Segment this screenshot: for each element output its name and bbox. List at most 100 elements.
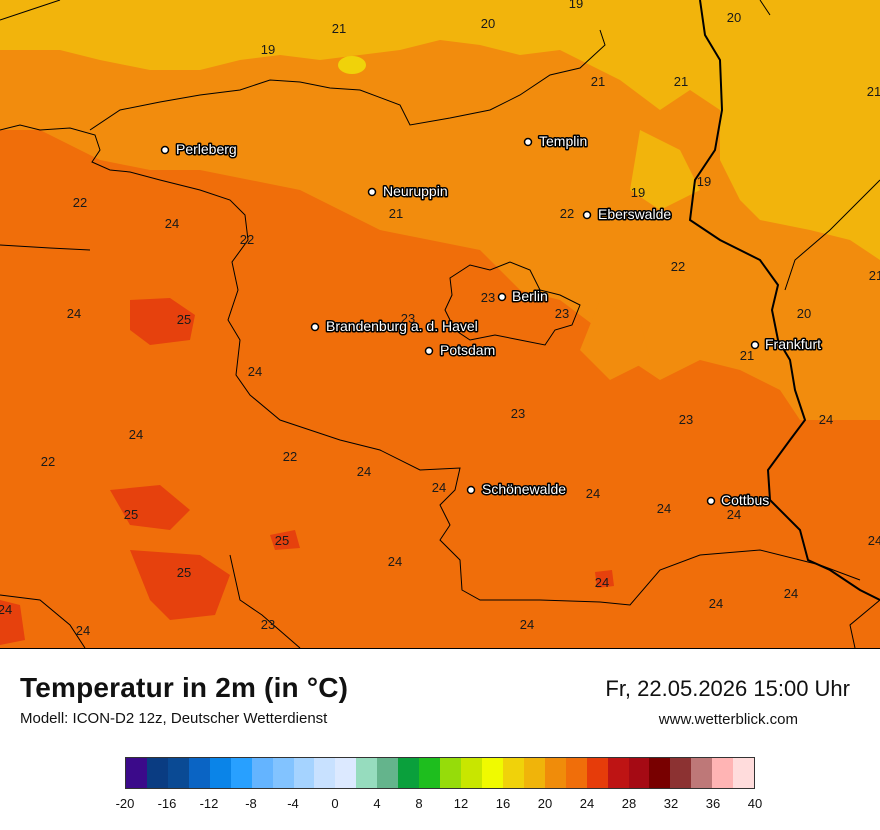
temp-label: 19 [631, 185, 645, 200]
scale-tick-label: 36 [705, 796, 721, 811]
temp-label: 21 [591, 74, 605, 89]
city-label: Schönewalde [482, 481, 566, 497]
temp-label: 22 [41, 454, 55, 469]
scale-tick-label: -16 [157, 796, 177, 811]
temp-label: 22 [283, 449, 297, 464]
city-eberswalde: Eberswalde [582, 205, 673, 224]
scale-segment [126, 758, 147, 788]
scale-segment [335, 758, 357, 788]
band-19-20 [0, 0, 880, 260]
temp-label: 21 [389, 206, 403, 221]
city-perleberg: Perleberg [160, 140, 238, 159]
temp-label: 22 [560, 206, 574, 221]
city-dot-icon [466, 485, 476, 495]
temp-label: 25 [177, 565, 191, 580]
temp-label: 24 [357, 464, 371, 479]
temp-label: 23 [679, 412, 693, 427]
band-24-26-patch [0, 600, 25, 645]
temp-label: 21 [869, 268, 880, 283]
city-label: Potsdam [440, 342, 495, 358]
temperature-map: 19 21 20 19 20 21 21 21 19 22 24 22 21 2… [0, 0, 880, 649]
scale-tick-label: 28 [621, 796, 637, 811]
band-20-22-patch [580, 300, 650, 380]
map-canvas: 19 21 20 19 20 21 21 21 19 22 24 22 21 2… [0, 0, 880, 648]
temp-label: 20 [797, 306, 811, 321]
temp-label: 23 [511, 406, 525, 421]
temp-label: 24 [129, 427, 143, 442]
city-label: Berlin [512, 288, 548, 304]
band-19-20-patch [630, 130, 700, 210]
city-templin: Templin [523, 132, 589, 151]
scale-segment [461, 758, 482, 788]
state-border [0, 124, 861, 606]
city-neuruppin: Neuruppin [367, 182, 449, 201]
scale-tick-label: -8 [245, 796, 257, 811]
scale-segment [230, 758, 252, 788]
temp-label: 21 [332, 21, 346, 36]
city-dot-icon [310, 322, 320, 332]
scale-segment [670, 758, 692, 788]
city-berlin: Berlin [497, 287, 549, 306]
state-border [0, 244, 91, 251]
city-label: Perleberg [176, 141, 237, 157]
temp-label: 24 [727, 507, 741, 522]
temp-label: 24 [709, 596, 723, 611]
scale-segment [272, 758, 294, 788]
city-dot-icon [424, 346, 434, 356]
scale-segment [209, 758, 231, 788]
temp-label: 24 [520, 617, 534, 632]
scale-tick-label: 8 [415, 796, 423, 811]
temp-label: 24 [76, 623, 90, 638]
berlin-border [444, 261, 581, 346]
temp-label: 22 [73, 195, 87, 210]
temp-label: 24 [67, 306, 81, 321]
scale-segment [188, 758, 210, 788]
city-schoenewalde: Schönewalde [466, 480, 568, 499]
scale-segment [649, 758, 671, 788]
city-dot-icon [160, 145, 170, 155]
temp-label: 21 [674, 74, 688, 89]
city-potsdam: Potsdam [424, 341, 497, 360]
band-24-26-patch [270, 530, 300, 550]
scale-segment [146, 758, 168, 788]
city-dot-icon [523, 137, 533, 147]
scale-segment [481, 758, 503, 788]
temp-label: 24 [657, 501, 671, 516]
temp-label: 24 [819, 412, 833, 427]
city-markers: Perleberg Neuruppin Templin Eberswalde B… [160, 132, 823, 510]
scale-segment [314, 758, 336, 788]
scale-segment [398, 758, 420, 788]
temp-label: 23 [261, 617, 275, 632]
scale-tick-label: -4 [287, 796, 299, 811]
state-border [784, 179, 880, 291]
city-label: Frankfurt [765, 336, 821, 352]
temp-label: 24 [165, 216, 179, 231]
temp-label: 21 [740, 348, 754, 363]
state-border [849, 599, 880, 648]
city-dot-icon [497, 292, 507, 302]
scale-segment [251, 758, 273, 788]
scale-segment [356, 758, 378, 788]
scale-segment [733, 758, 755, 788]
temp-label: 19 [569, 0, 583, 11]
temp-label: 22 [240, 232, 254, 247]
temp-label: 24 [586, 486, 600, 501]
scale-segment [523, 758, 545, 788]
scale-segment [544, 758, 566, 788]
temp-label: 22 [671, 259, 685, 274]
city-label: Cottbus [721, 492, 769, 508]
scale-segment [712, 758, 734, 788]
state-border [0, 594, 86, 648]
valid-time: Fr, 22.05.2026 15:00 Uhr [605, 676, 850, 701]
scale-segment [419, 758, 441, 788]
map-title: Temperatur in 2m (in °C) [20, 672, 349, 703]
scale-segment [293, 758, 315, 788]
temp-label: 23 [401, 311, 415, 326]
city-label: Templin [539, 133, 587, 149]
scale-segment [607, 758, 629, 788]
city-label: Neuruppin [383, 183, 448, 199]
website-credit: www.wetterblick.com [658, 711, 798, 728]
temp-label: 21 [867, 84, 880, 99]
temperature-labels: 19 21 20 19 20 21 21 21 19 22 24 22 21 2… [0, 0, 880, 638]
model-source: Modell: ICON-D2 12z, Deutscher Wetterdie… [20, 710, 328, 727]
